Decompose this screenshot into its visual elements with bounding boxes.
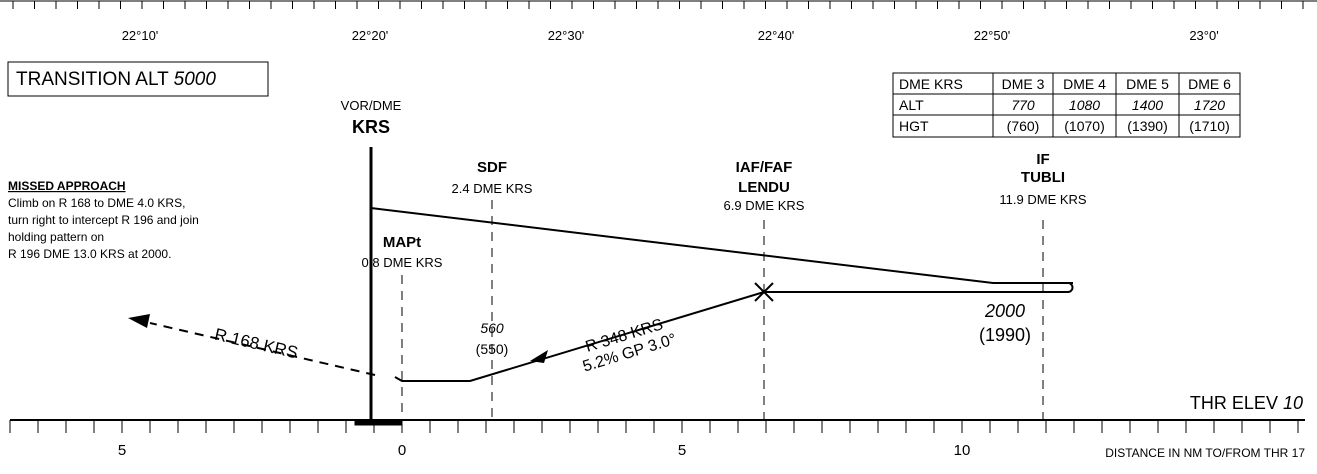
bottom-scale: 5 0 5 10 DISTANCE IN NM TO/FROM THR 17 [9, 419, 1305, 460]
fix-role: IF [1036, 151, 1049, 168]
missed-title: MISSED APPROACH [8, 179, 126, 193]
fix-name: LENDU [738, 179, 790, 196]
thr-elev: THR ELEV 10 [1190, 393, 1303, 413]
table-cell: (1710) [1189, 118, 1229, 134]
dme-table: DME KRS DME 3 DME 4 DME 5 DME 6 ALT 770 1080 140… [892, 72, 1241, 138]
table-cell: 1720 [1194, 97, 1225, 113]
sdf-alt: 560 [480, 320, 504, 336]
table-cell: 770 [1011, 97, 1035, 113]
table-cell: (1070) [1064, 118, 1104, 134]
table-border [892, 72, 1241, 138]
dist-label: 10 [954, 442, 971, 459]
table-cell: ALT [899, 97, 924, 113]
missed-arrow [128, 314, 150, 328]
fix-name: SDF [477, 159, 507, 176]
table-header: DME 3 [1002, 76, 1045, 92]
final-arrow [530, 350, 548, 363]
transition-box [7, 61, 269, 97]
fix-dist: 6.9 DME KRS [724, 198, 805, 213]
dist-label: 5 [118, 442, 126, 459]
table-cell: 1400 [1132, 97, 1163, 113]
lon-label: 22°20' [352, 28, 389, 43]
alt: 5000 [174, 69, 217, 90]
table-cell: (760) [1007, 118, 1040, 134]
elev: 10 [1283, 393, 1303, 413]
dist-labels: 5 0 5 10 [118, 442, 971, 459]
transition-alt: TRANSITION ALT 5000 [16, 69, 216, 90]
missed-line: Climb on R 168 to DME 4.0 KRS, [8, 196, 185, 210]
missed-line: turn right to intercept R 196 and join [8, 213, 199, 227]
threshold-bar [354, 419, 402, 426]
table-header: DME KRS [899, 76, 963, 92]
table-cell: (1390) [1127, 118, 1167, 134]
level-segment [764, 282, 1074, 293]
lon-label: 22°10' [122, 28, 159, 43]
final-path [394, 291, 765, 382]
faf-symbol [754, 282, 774, 302]
navaid-ident: KRS [352, 117, 390, 137]
fix-dist: 2.4 DME KRS [452, 181, 533, 196]
label: THR ELEV [1190, 393, 1278, 413]
fix-role: IAF/FAF [736, 159, 793, 176]
upper-line [370, 207, 1073, 284]
missed-line: holding pattern on [8, 230, 104, 244]
lon-label: 22°30' [548, 28, 585, 43]
fixes: SDF 2.4 DME KRS IAF/FAF LENDU 6.9 DME KR… [362, 151, 1087, 420]
dist-label: 5 [678, 442, 686, 459]
dist-caption: DISTANCE IN NM TO/FROM THR 17 [1105, 446, 1305, 460]
missed-line: R 196 DME 13.0 KRS at 2000. [8, 247, 171, 261]
fix-name: MAPt [383, 234, 421, 251]
if-alt: 2000 [984, 301, 1025, 321]
top-scale: 22°10' 22°20' 22°30' 22°40' 22°50' 23°0' [0, 0, 1317, 43]
label: TRANSITION ALT [16, 69, 169, 90]
navaid-type: VOR/DME [341, 98, 402, 113]
dist-label: 0 [398, 442, 406, 459]
table-header: DME 6 [1188, 76, 1231, 92]
missed-radial: R 168 KRS [213, 325, 300, 363]
fix-dist: 0.8 DME KRS [362, 255, 443, 270]
sdf-hgt: (550) [476, 341, 509, 357]
lon-label: 22°40' [758, 28, 795, 43]
fix-name: TUBLI [1021, 169, 1065, 186]
top-labels: 22°10' 22°20' 22°30' 22°40' 22°50' 23°0' [122, 28, 1219, 43]
table-header: DME 4 [1063, 76, 1106, 92]
table-cell: 1080 [1069, 97, 1100, 113]
if-hgt: (1990) [979, 325, 1031, 345]
fix-dist: 11.9 DME KRS [999, 192, 1087, 207]
table-header: DME 5 [1126, 76, 1169, 92]
lon-label: 22°50' [974, 28, 1011, 43]
missed-path [149, 322, 376, 376]
lon-label: 23°0' [1189, 28, 1218, 43]
table-cell: HGT [899, 118, 929, 134]
